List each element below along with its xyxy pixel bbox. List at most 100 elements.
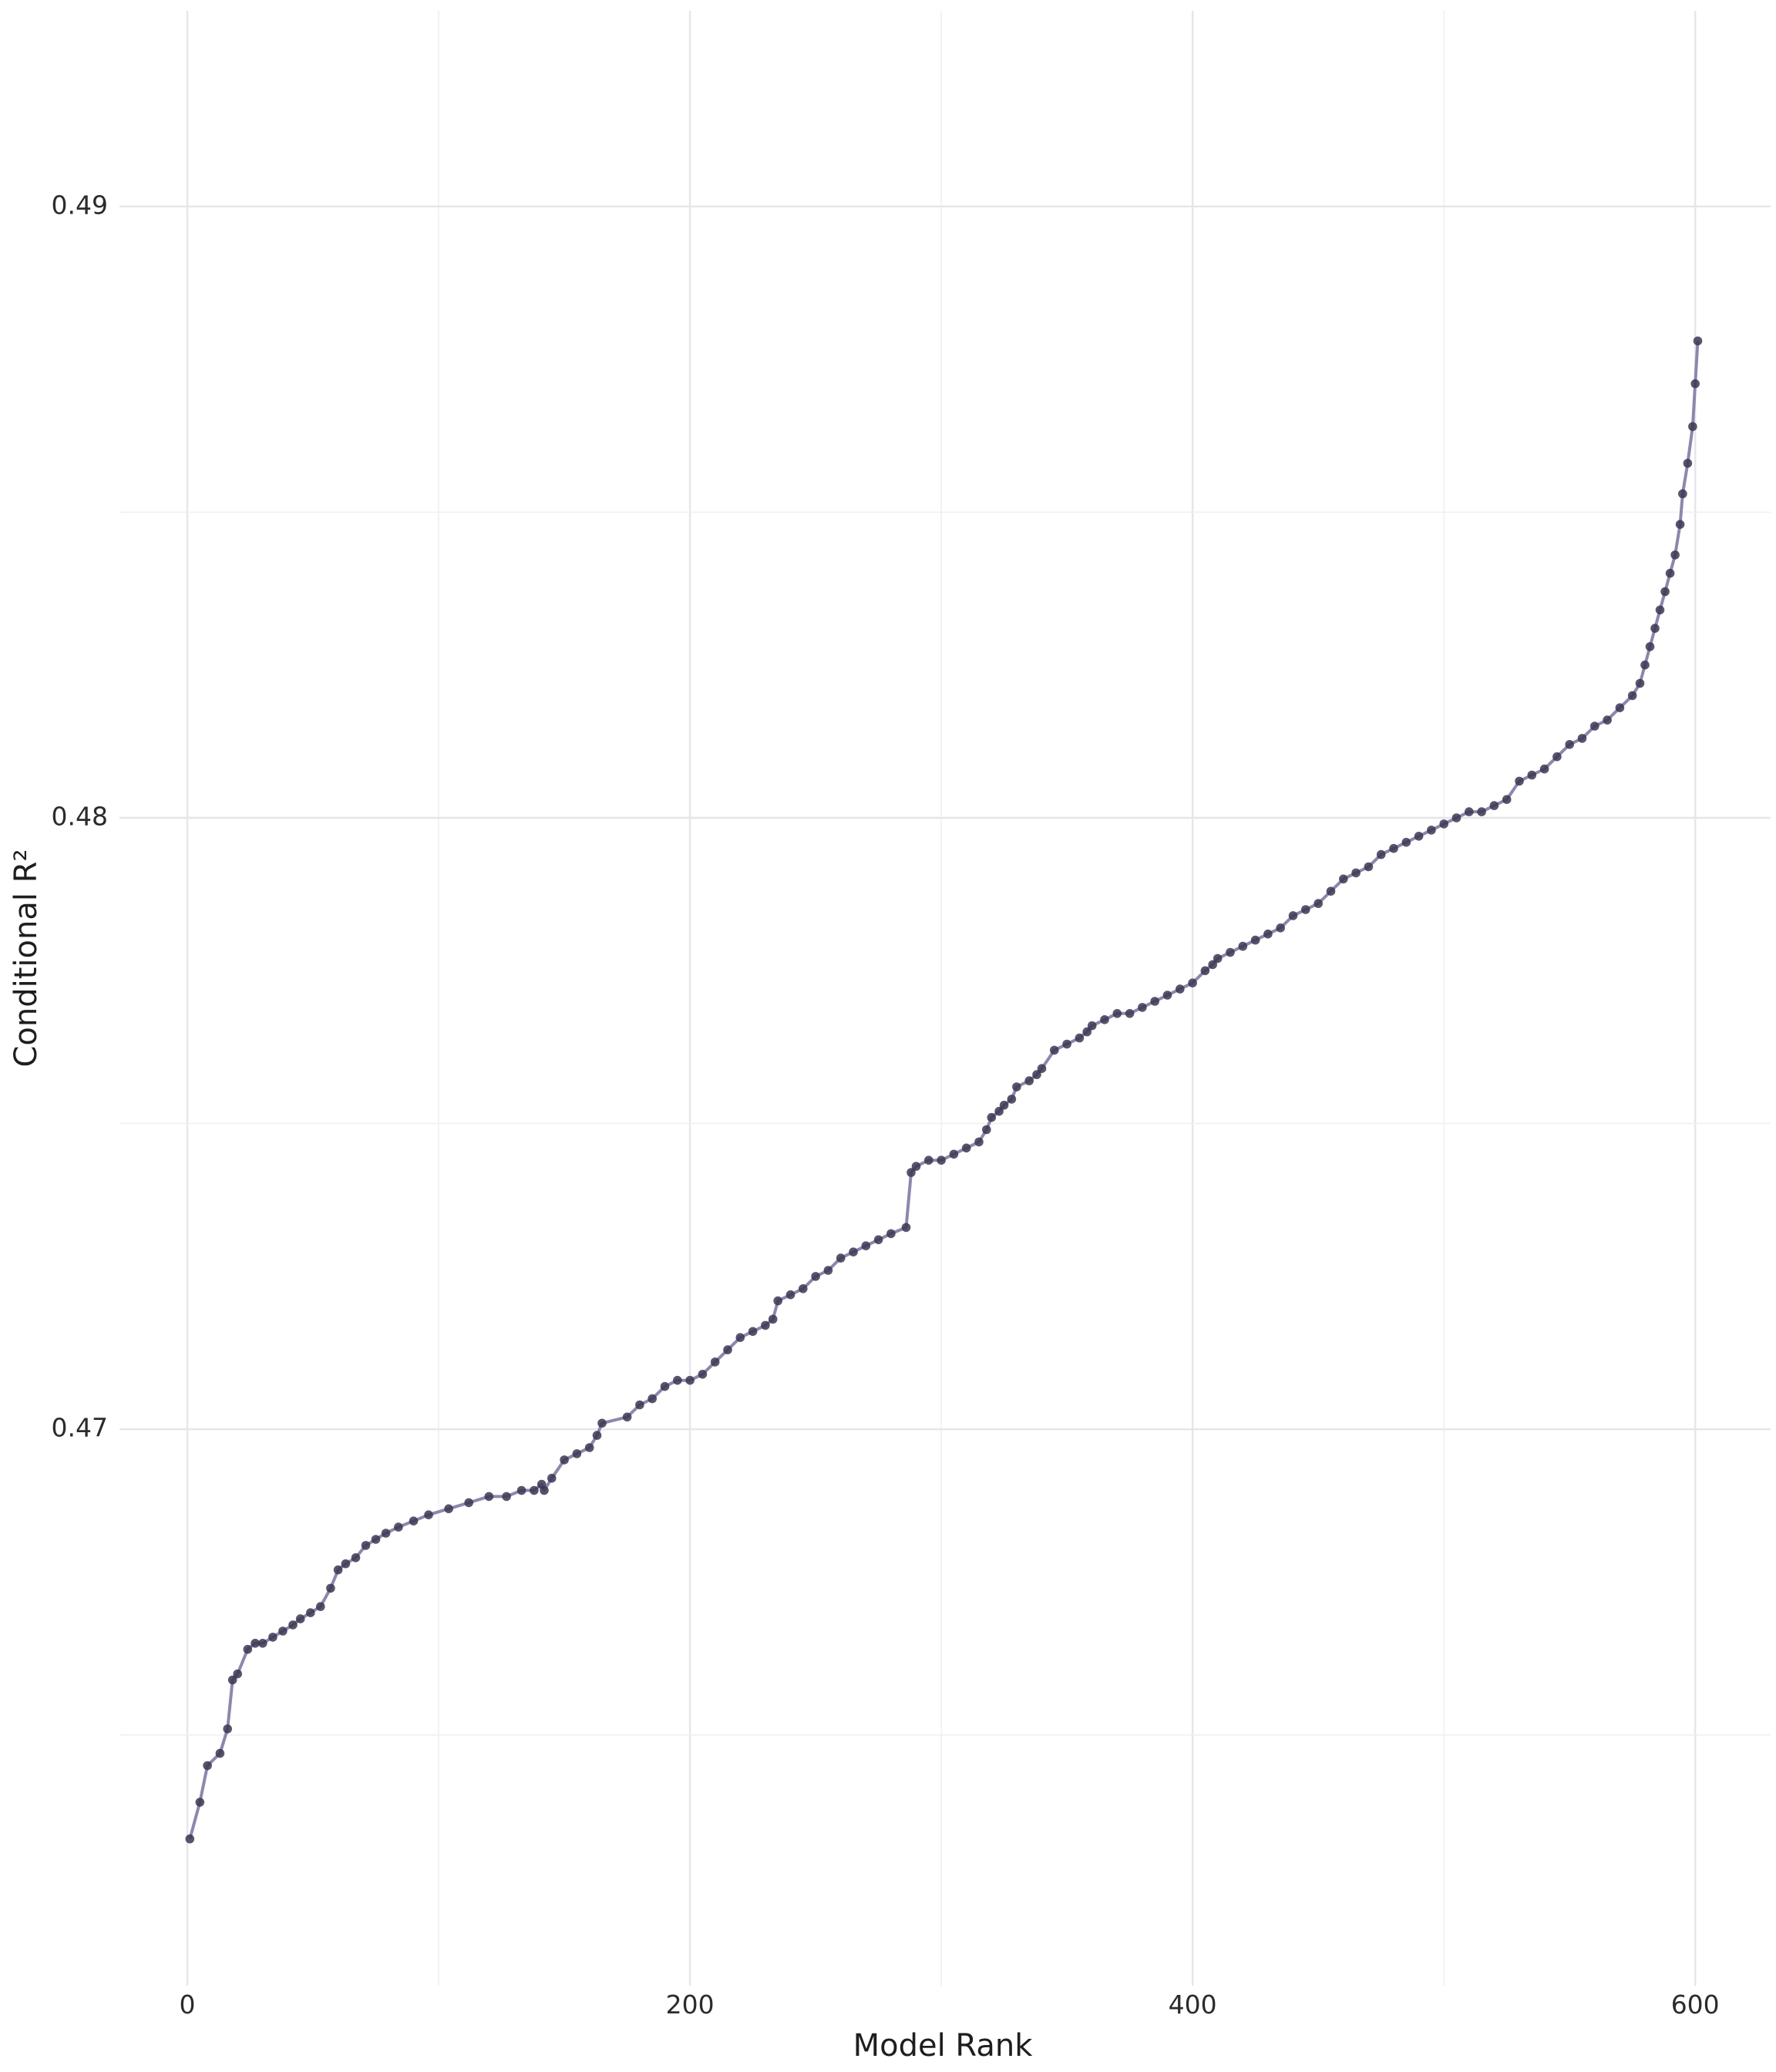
data-point [243,1644,253,1654]
y-tick-label: 0.47 [52,1413,108,1443]
data-point [1301,905,1310,914]
data-point [1125,1009,1135,1018]
data-point [873,1235,883,1245]
data-point [597,1418,607,1428]
data-point [1032,1070,1041,1079]
data-point [444,1504,453,1514]
data-point [409,1516,419,1525]
data-point [1688,422,1697,432]
data-point [1364,862,1374,872]
data-point [278,1626,288,1636]
data-point [258,1639,267,1648]
y-axis-title: Conditional R² [8,849,44,1067]
data-point [1645,642,1655,651]
data-point [1188,978,1197,987]
data-point [223,1724,233,1734]
data-point [1477,807,1486,816]
data-point [823,1266,833,1275]
data-point [394,1522,403,1532]
data-point [1590,722,1599,731]
data-point [1007,1095,1017,1104]
data-point [799,1284,808,1293]
data-point [464,1498,473,1508]
data-point [1213,954,1223,964]
data-point [1087,1021,1097,1031]
data-point [1226,947,1235,957]
data-point [1082,1027,1092,1037]
data-point [1515,776,1524,786]
series-line [188,341,1700,1840]
data-point [1552,752,1562,762]
data-point [203,1761,212,1771]
data-point [215,1748,225,1758]
data-point [1603,715,1612,725]
data-point [1276,923,1285,933]
data-point [1439,819,1448,829]
data-point [584,1443,594,1452]
data-point [987,1112,997,1122]
data-point [560,1455,569,1465]
data-point [1650,624,1660,633]
data-point [1263,929,1273,939]
data-point [635,1400,644,1410]
x-tick-label: 200 [666,1990,715,2020]
data-point [1539,764,1549,774]
data-point [906,1168,916,1177]
data-point [723,1345,732,1354]
data-point [1339,874,1348,884]
data-point [1075,1033,1085,1043]
data-point [592,1431,602,1440]
x-axis-ticks: 0 200 400 600 [180,1990,1720,2020]
data-point [1314,899,1323,908]
data-point [251,1639,260,1648]
data-point [351,1553,361,1562]
data-point [901,1223,911,1233]
data-point [685,1375,695,1385]
data-point [1100,1015,1109,1024]
data-point [785,1290,796,1300]
data-point [1489,801,1499,810]
data-point [1577,734,1587,743]
data-point [811,1272,820,1281]
data-point [773,1296,782,1306]
data-point [227,1675,237,1685]
data-point [1690,379,1700,388]
data-point [341,1559,351,1569]
data-point [1527,770,1537,780]
data-point [768,1314,778,1324]
data-point [381,1529,391,1538]
data-point [1024,1076,1034,1085]
data-point [572,1449,582,1458]
data-point [1401,837,1411,847]
data-point [911,1162,921,1171]
data-point [1678,489,1687,499]
data-point [1112,1009,1122,1018]
data-point [1655,605,1665,615]
data-point [1465,807,1474,816]
data-point [1200,966,1210,976]
data-point [861,1241,871,1250]
data-point [849,1247,858,1256]
y-axis-ticks: 0.47 0.48 0.49 [52,190,108,1442]
data-point [1427,826,1436,835]
data-point [288,1620,298,1630]
data-point [1376,849,1386,859]
data-point [1138,1003,1147,1012]
data-point [949,1149,959,1159]
data-point [622,1412,632,1422]
data-point [1326,886,1336,896]
data-point [306,1608,315,1617]
data-point [233,1669,243,1679]
data-point [961,1143,971,1153]
data-point [371,1535,381,1544]
data-point [1693,336,1703,346]
data-point [1414,832,1424,841]
data-point [1176,984,1185,994]
grid [119,11,1771,1986]
data-point [1665,568,1675,578]
x-tick-label: 400 [1169,1990,1217,2020]
data-point [937,1155,946,1165]
data-point [1660,587,1670,597]
data-point [530,1485,539,1495]
